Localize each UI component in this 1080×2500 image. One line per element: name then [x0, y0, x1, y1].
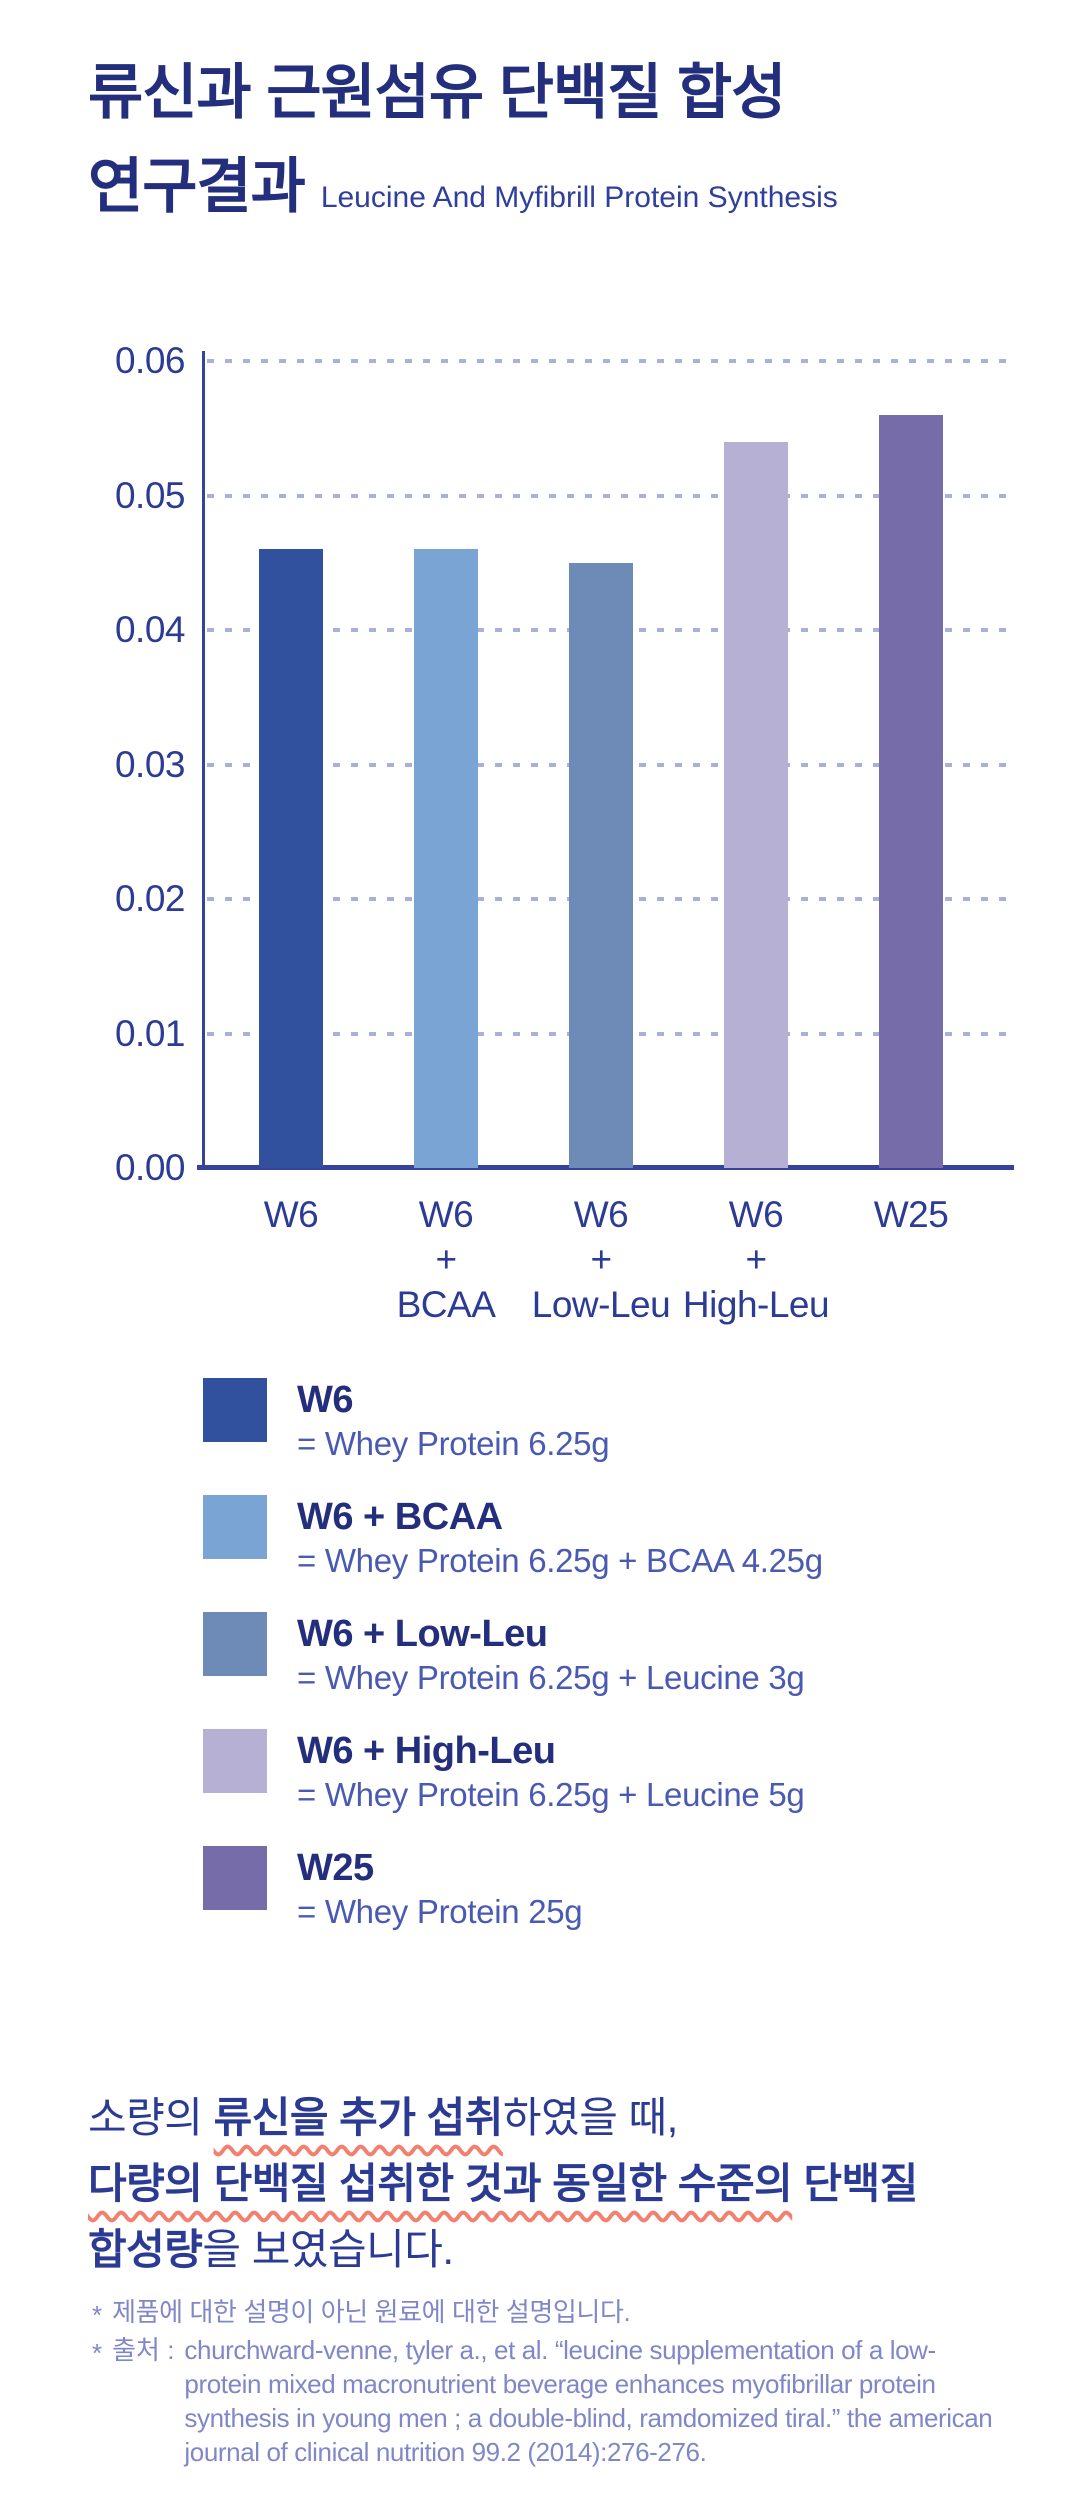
headline: 소량의 류신을 추가 섭취하였을 때, 다량의 단백질 섭취한 것과 동일한 수준… — [88, 2085, 918, 2283]
x-label-w6-low-leu: W6 + Low-Leu — [531, 1194, 671, 1325]
legend-text: W6 + High-Leu = Whey Protein 6.25g + Leuc… — [297, 1729, 805, 1815]
legend-item-w6-high-leu: W6 + High-Leu = Whey Protein 6.25g + Leuc… — [203, 1729, 823, 1815]
legend-swatch-w6 — [203, 1378, 267, 1442]
headline-line: 소량의 류신을 추가 섭취하였을 때, — [88, 2085, 918, 2151]
legend-item-w6-bcaa: W6 + BCAA = Whey Protein 6.25g + BCAA 4.2… — [203, 1495, 823, 1581]
legend-swatch-w25 — [203, 1846, 267, 1910]
footnote-marker: * — [92, 2338, 103, 2368]
legend-description: = Whey Protein 6.25g + Leucine 3g — [297, 1659, 805, 1696]
x-label-w6-bcaa: W6 + BCAA — [396, 1194, 496, 1325]
legend-description: = Whey Protein 6.25g + BCAA 4.25g — [297, 1542, 823, 1579]
bar-w6-high-leu — [724, 441, 788, 1168]
page-title-line2-korean: 연구결과 — [88, 153, 306, 220]
footnote-label: 출처 : — [112, 2335, 175, 2365]
footnote-text: churchward-venne, tyler a., et al. “leuc… — [184, 2335, 993, 2467]
footnote-marker: * — [92, 2300, 103, 2330]
page-title-line2: 연구결과 Leucine And Myfibrill Protein Synthe… — [88, 140, 838, 245]
legend: W6 = Whey Protein 6.25g W6 + BCAA = Whey Pr… — [203, 1378, 823, 1963]
page-subtitle: Leucine And Myfibrill Protein Synthesis — [320, 181, 838, 214]
bar-w25 — [879, 414, 943, 1168]
legend-description: = Whey Protein 25g — [297, 1893, 583, 1930]
x-label-w25: W25 — [873, 1194, 949, 1235]
headline-line: 다량의 단백질 섭취한 것과 동일한 수준의 단백질 — [88, 2151, 918, 2217]
legend-swatch-w6-bcaa — [203, 1495, 267, 1559]
legend-swatch-w6-high-leu — [203, 1729, 267, 1793]
headline-segment: 소량의 — [88, 2094, 214, 2141]
headline-segment: 합성량 — [88, 2226, 203, 2273]
footnote-text: 제품에 대한 설명이 아닌 원료에 대한 설명입니다. — [112, 2297, 631, 2327]
y-tick-0.03: 0.03 — [114, 743, 186, 785]
headline-line: 합성량을 보였습니다. — [88, 2217, 918, 2283]
footnote-2: * 출처 : churchward-venne, tyler a., et al. … — [92, 2333, 1032, 2469]
bar-w6-bcaa — [414, 549, 478, 1168]
y-axis-line — [202, 351, 205, 1170]
page-title-line1: 류신과 근원섬유 단백질 합성 — [88, 59, 786, 126]
gridline-0.05 — [207, 493, 1014, 498]
headline-segment-underlined: 다량의 단백질 섭취한 것과 동일한 수준의 — [88, 2160, 793, 2207]
headline-segment: 하였을 때, — [502, 2094, 678, 2141]
legend-label: W6 + BCAA — [297, 1496, 503, 1538]
headline-segment: 을 보였습니다. — [202, 2226, 454, 2273]
legend-item-w25: W25 = Whey Protein 25g — [203, 1846, 823, 1932]
legend-item-w6-low-leu: W6 + Low-Leu = Whey Protein 6.25g + Leuci… — [203, 1612, 823, 1698]
legend-description: = Whey Protein 6.25g + Leucine 5g — [297, 1776, 805, 1813]
legend-text: W6 + BCAA = Whey Protein 6.25g + BCAA 4.2… — [297, 1495, 823, 1581]
y-tick-0.04: 0.04 — [114, 609, 186, 650]
legend-item-w6: W6 = Whey Protein 6.25g — [203, 1378, 823, 1464]
y-tick-0.01: 0.01 — [114, 1012, 186, 1054]
y-tick-0.00: 0.00 — [114, 1147, 186, 1188]
footnote-1: * 제품에 대한 설명이 아닌 원료에 대한 설명입니다. — [92, 2295, 1032, 2330]
headline-segment: 단백질 — [792, 2160, 918, 2207]
y-tick-0.05: 0.05 — [114, 474, 186, 516]
gridline-0.06 — [207, 359, 1014, 363]
legend-label: W6 + High-Leu — [297, 1730, 556, 1772]
y-tick-0.06: 0.06 — [114, 340, 186, 381]
legend-text: W6 = Whey Protein 6.25g — [297, 1378, 610, 1464]
bar-w6 — [259, 549, 323, 1168]
y-tick-0.02: 0.02 — [114, 878, 186, 919]
x-label-w6: W6 — [263, 1194, 319, 1235]
chart-plot: 0.00 0.01 0.02 0.03 0.04 0.05 0.06 W6 W6 + BCAA W… — [115, 340, 1014, 1325]
legend-label: W25 — [297, 1847, 374, 1889]
x-label-w6-high-leu: W6 + High-Leu — [682, 1194, 830, 1325]
headline-segment-underlined: 류신을 추가 섭취 — [213, 2094, 504, 2141]
legend-description: = Whey Protein 6.25g — [297, 1425, 610, 1462]
legend-text: W6 + Low-Leu = Whey Protein 6.25g + Leuci… — [297, 1612, 805, 1698]
bar-w6-low-leu — [569, 562, 633, 1168]
header: 류신과 근원섬유 단백질 합성 연구결과 Leucine And Myfibril… — [88, 46, 838, 245]
legend-swatch-w6-low-leu — [203, 1612, 267, 1676]
legend-label: W6 — [297, 1379, 354, 1421]
legend-label: W6 + Low-Leu — [297, 1613, 548, 1655]
footnotes: * 제품에 대한 설명이 아닌 원료에 대한 설명입니다. * 출처 : churchw… — [92, 2295, 1032, 2469]
legend-text: W25 = Whey Protein 25g — [297, 1846, 583, 1932]
